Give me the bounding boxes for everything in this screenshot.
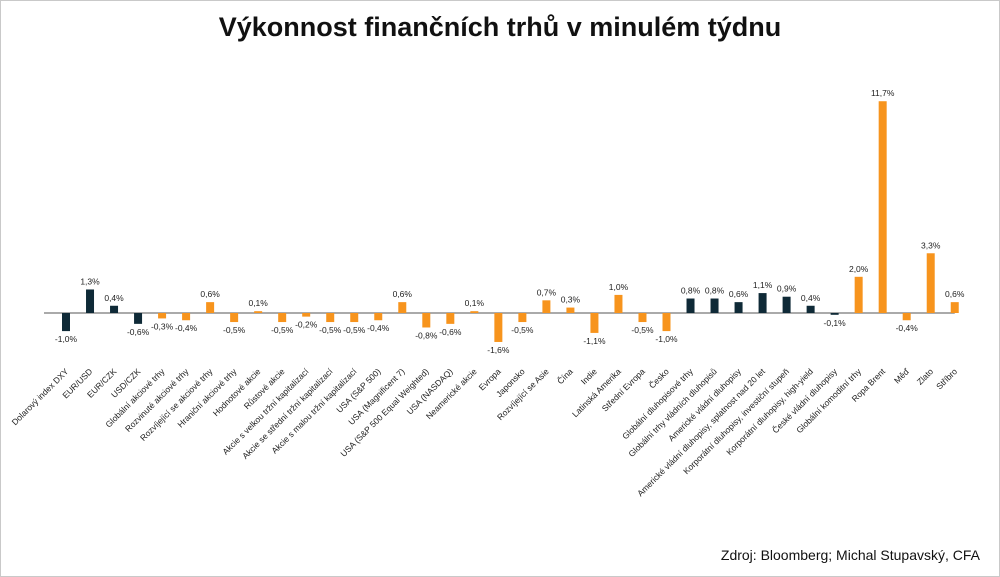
bar (278, 313, 287, 323)
data-label: 11,7% (871, 88, 895, 98)
bar (710, 298, 719, 313)
data-label: -1,0% (655, 334, 678, 344)
data-label: -0,5% (343, 325, 366, 335)
data-label: -1,0% (55, 334, 78, 344)
data-label: -1,1% (583, 336, 606, 346)
bar (374, 313, 383, 321)
bar (638, 313, 647, 323)
data-label: -0,2% (295, 320, 318, 330)
category-tick-label: Čína (555, 366, 575, 386)
data-label: 1,1% (753, 280, 773, 290)
data-label: 0,6% (393, 289, 413, 299)
bar (662, 313, 671, 332)
data-label: -0,1% (824, 318, 847, 328)
data-label: 2,0% (849, 264, 869, 274)
bar (758, 293, 767, 313)
data-label: -0,6% (127, 327, 150, 337)
bar (830, 313, 839, 315)
data-label: -0,4% (175, 323, 198, 333)
bar (158, 313, 167, 319)
bar (590, 313, 599, 333)
data-label: 0,6% (729, 289, 749, 299)
data-label: -0,4% (896, 323, 919, 333)
data-label: -0,6% (439, 327, 462, 337)
bar (62, 313, 70, 332)
bar (470, 311, 479, 313)
bar (926, 253, 935, 313)
data-label: -0,5% (271, 325, 294, 335)
data-label: 1,0% (609, 282, 629, 292)
bar (950, 302, 959, 313)
data-label: 0,4% (801, 293, 821, 303)
bar (230, 313, 239, 323)
category-tick-label: Měď (892, 366, 912, 386)
data-label: 0,6% (200, 289, 220, 299)
bar (902, 313, 911, 321)
bar (110, 305, 119, 313)
data-label: 0,3% (561, 295, 581, 305)
category-tick-label: Indie (579, 366, 599, 386)
data-label: 0,9% (777, 284, 797, 294)
data-label: -1,6% (487, 345, 510, 355)
chart-source: Zdroj: Bloomberg; Michal Stupavský, CFA (720, 547, 980, 563)
bar (518, 313, 527, 323)
bar (734, 302, 743, 313)
bar (446, 313, 455, 324)
bar (614, 294, 623, 313)
data-label: 0,1% (465, 298, 485, 308)
data-label: -0,5% (631, 325, 654, 335)
category-tick-label: Střední Evropa (600, 366, 647, 413)
bar (878, 101, 887, 313)
bar (494, 313, 503, 342)
data-label: 0,4% (104, 293, 124, 303)
category-tick-label: Stříbro (934, 366, 959, 391)
bar (134, 313, 143, 324)
data-label: -0,3% (151, 321, 174, 331)
data-label: 0,8% (705, 286, 725, 296)
bar (206, 302, 215, 313)
bar (326, 313, 335, 323)
bar (182, 313, 191, 321)
data-label: 0,7% (537, 287, 557, 297)
bar (86, 289, 95, 313)
category-tick-label: Zlato (915, 366, 936, 387)
bar (422, 313, 431, 328)
data-label: -0,5% (319, 325, 342, 335)
chart-title: Výkonnost finančních trhů v minulém týdn… (218, 12, 782, 42)
data-label: 0,8% (681, 286, 701, 296)
bar (398, 302, 407, 313)
data-label: 0,6% (945, 289, 965, 299)
bar (686, 298, 695, 313)
data-label: -0,8% (415, 330, 438, 340)
bar (542, 300, 551, 313)
data-label: -0,4% (367, 323, 390, 333)
bar (254, 311, 263, 313)
category-tick-label: Dolarový index DXY (10, 366, 71, 427)
bar (350, 313, 359, 323)
data-label: -0,5% (223, 325, 246, 335)
bar (782, 296, 791, 313)
bar (854, 276, 863, 313)
bar (302, 313, 311, 317)
data-label: 1,3% (80, 276, 100, 286)
bar (566, 307, 575, 313)
data-label: 0,1% (248, 298, 268, 308)
data-label: -0,5% (511, 325, 534, 335)
bar (806, 305, 815, 313)
data-label: 3,3% (921, 240, 941, 250)
